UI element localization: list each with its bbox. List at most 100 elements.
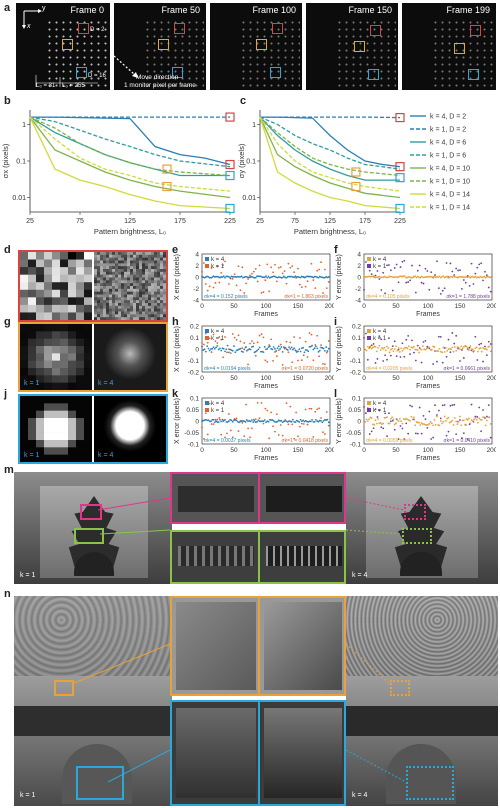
k1-point — [451, 332, 454, 334]
y-tick-label: 0.1 — [190, 335, 199, 342]
pixel — [130, 269, 134, 273]
k4-point — [253, 419, 256, 422]
legend-entry: k = 1, D = 10 — [430, 179, 470, 186]
pixel — [133, 297, 137, 301]
y-tick-label: -0.1 — [350, 442, 362, 449]
pixel — [148, 288, 152, 292]
pixel — [76, 338, 85, 347]
k4-point — [379, 349, 382, 351]
legend-swatch — [205, 336, 209, 340]
k4-point — [391, 347, 394, 350]
pixel — [163, 260, 166, 264]
pixel — [160, 297, 164, 301]
k1-point — [227, 413, 230, 415]
k4-point — [306, 275, 308, 278]
k4-point — [437, 276, 440, 279]
k1-point — [272, 360, 274, 362]
k4-point — [418, 276, 420, 279]
pixel — [115, 277, 119, 281]
pixel — [52, 353, 61, 361]
k1-point — [214, 282, 217, 284]
pixel — [112, 274, 116, 278]
panel-label-h: h — [172, 316, 179, 328]
k1-point — [455, 433, 458, 436]
k1-point — [378, 409, 381, 412]
pixel — [36, 440, 45, 448]
pixel — [106, 294, 110, 298]
k1-point — [281, 272, 284, 275]
pixel — [94, 288, 98, 292]
pixel — [151, 288, 155, 292]
pixel — [133, 300, 137, 304]
pixel — [139, 266, 143, 270]
k4-point — [368, 418, 371, 421]
pixel — [100, 266, 104, 270]
x-tick-label: 150 — [455, 375, 466, 382]
y-tick-label: -2 — [355, 286, 361, 293]
k4-point — [220, 349, 223, 352]
orange-box-marker — [454, 43, 465, 54]
k1-point — [420, 432, 423, 435]
y-axis-title: Y error (pixels) — [336, 254, 343, 300]
pixel — [68, 440, 77, 448]
k1-point — [432, 436, 435, 439]
y-tick-label: 0.1 — [352, 335, 361, 342]
k4-point — [263, 276, 266, 279]
x-axis-title: Frames — [254, 383, 278, 390]
k1-point — [325, 411, 328, 413]
k4-point — [249, 420, 252, 423]
series-line — [29, 116, 231, 192]
pixel — [100, 308, 104, 312]
pixel — [36, 304, 45, 313]
k1-point — [237, 430, 240, 432]
pixel — [160, 254, 164, 258]
k1-point — [416, 269, 419, 272]
pixel — [139, 314, 143, 318]
k1-point — [201, 270, 203, 273]
orange-box-marker — [62, 39, 73, 50]
pixel — [103, 280, 107, 284]
pixel — [127, 308, 131, 312]
k4-point — [379, 421, 382, 424]
pixel — [84, 346, 92, 354]
k1-point — [247, 278, 249, 280]
pixel — [36, 368, 45, 376]
green-zoom-box — [170, 530, 346, 584]
k1-point — [274, 351, 276, 353]
k1-point — [251, 427, 253, 430]
pixel — [160, 300, 164, 304]
k1-point — [426, 345, 429, 348]
pixel — [151, 266, 155, 270]
pixel — [163, 317, 166, 320]
pixel — [139, 277, 143, 281]
legend-b-c: k = 4, D = 2k = 1, D = 2k = 4, D = 6k = … — [410, 114, 470, 212]
k1-point — [322, 362, 324, 365]
k4-point — [224, 350, 226, 353]
k4-point — [378, 275, 381, 278]
k4-point — [374, 346, 377, 348]
k1-point — [201, 426, 203, 429]
pixel — [106, 300, 110, 304]
pagoda-photo-k4: k = 4 — [346, 472, 498, 584]
k4-point — [464, 423, 467, 426]
k4-point — [231, 420, 234, 423]
k4-point — [308, 420, 311, 423]
k4-point — [433, 346, 436, 348]
k1-point — [413, 351, 415, 354]
pixel — [84, 259, 92, 268]
pixel — [157, 260, 161, 264]
pixel — [148, 305, 152, 309]
x-tick-label: 75 — [291, 218, 299, 225]
pixel — [142, 252, 146, 256]
pixel — [109, 254, 113, 258]
k1-point — [239, 340, 242, 343]
k1-point — [363, 406, 365, 408]
k4-point — [299, 350, 302, 353]
pixel — [44, 312, 53, 320]
k4-point — [220, 420, 223, 423]
series-line — [259, 116, 401, 177]
pixel — [28, 396, 37, 404]
pixel — [115, 266, 119, 270]
panel-label-d: d — [4, 244, 11, 256]
